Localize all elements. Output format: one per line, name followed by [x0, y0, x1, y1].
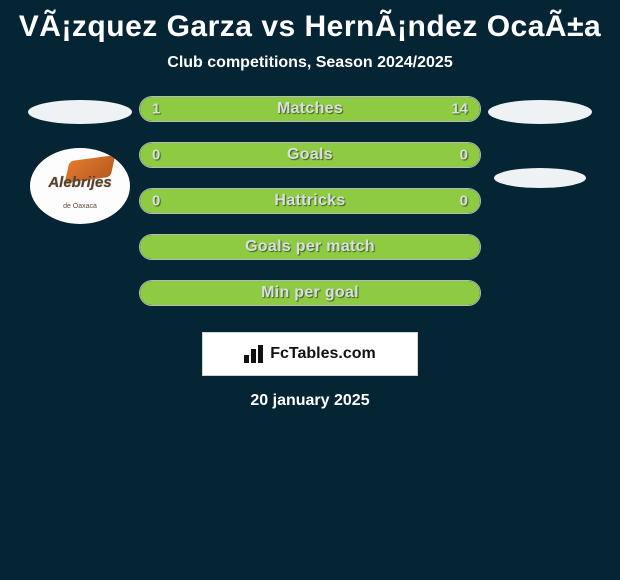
footer-date: 20 january 2025: [250, 392, 369, 410]
stat-value-left: 1: [152, 101, 160, 118]
stat-value-left: 0: [152, 147, 160, 164]
brand-badge[interactable]: FcTables.com: [202, 332, 418, 376]
club-logo-name: Alebrijes: [48, 174, 111, 191]
bar-chart-icon: [244, 345, 264, 363]
brand-text: FcTables.com: [270, 345, 376, 363]
stat-bar: 1 14 Matches: [139, 96, 481, 122]
page-subtitle: Club competitions, Season 2024/2025: [167, 54, 452, 72]
stats-column: 1 14 Matches 0 0 Goals 0 0 Hattricks Goals per ma…: [135, 96, 485, 376]
player-photo-placeholder-right: [488, 100, 592, 124]
stat-label: Goals per match: [245, 238, 375, 256]
left-column: Alebrijes de Oaxaca: [25, 96, 135, 224]
stat-value-right: 0: [460, 193, 468, 210]
club-logo-placeholder-right: [494, 168, 586, 188]
club-logo-sub: de Oaxaca: [63, 203, 97, 210]
club-logo-left: Alebrijes de Oaxaca: [30, 148, 130, 224]
stat-label: Min per goal: [261, 284, 359, 302]
page-title: VÃ¡zquez Garza vs HernÃ¡ndez OcaÃ±a: [19, 10, 601, 44]
stat-value-right: 14: [451, 101, 468, 118]
right-column: [485, 96, 595, 188]
stat-bar: 0 0 Hattricks: [139, 188, 481, 214]
stat-bar: Goals per match: [139, 234, 481, 260]
stat-label: Matches: [277, 100, 343, 118]
stat-fill-left: [140, 97, 201, 121]
stat-bar: 0 0 Goals: [139, 142, 481, 168]
stat-value-left: 0: [152, 193, 160, 210]
stats-widget: VÃ¡zquez Garza vs HernÃ¡ndez OcaÃ±a Club…: [0, 0, 620, 418]
stat-label: Goals: [287, 146, 333, 164]
stat-value-right: 0: [460, 147, 468, 164]
stat-bar: Min per goal: [139, 280, 481, 306]
stat-label: Hattricks: [274, 192, 345, 210]
player-photo-placeholder-left: [28, 100, 132, 124]
main-row: Alebrijes de Oaxaca 1 14 Matches 0 0 Goals 0 0 H…: [10, 96, 610, 376]
